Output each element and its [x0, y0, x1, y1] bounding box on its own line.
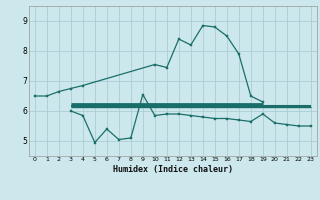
X-axis label: Humidex (Indice chaleur): Humidex (Indice chaleur) [113, 165, 233, 174]
